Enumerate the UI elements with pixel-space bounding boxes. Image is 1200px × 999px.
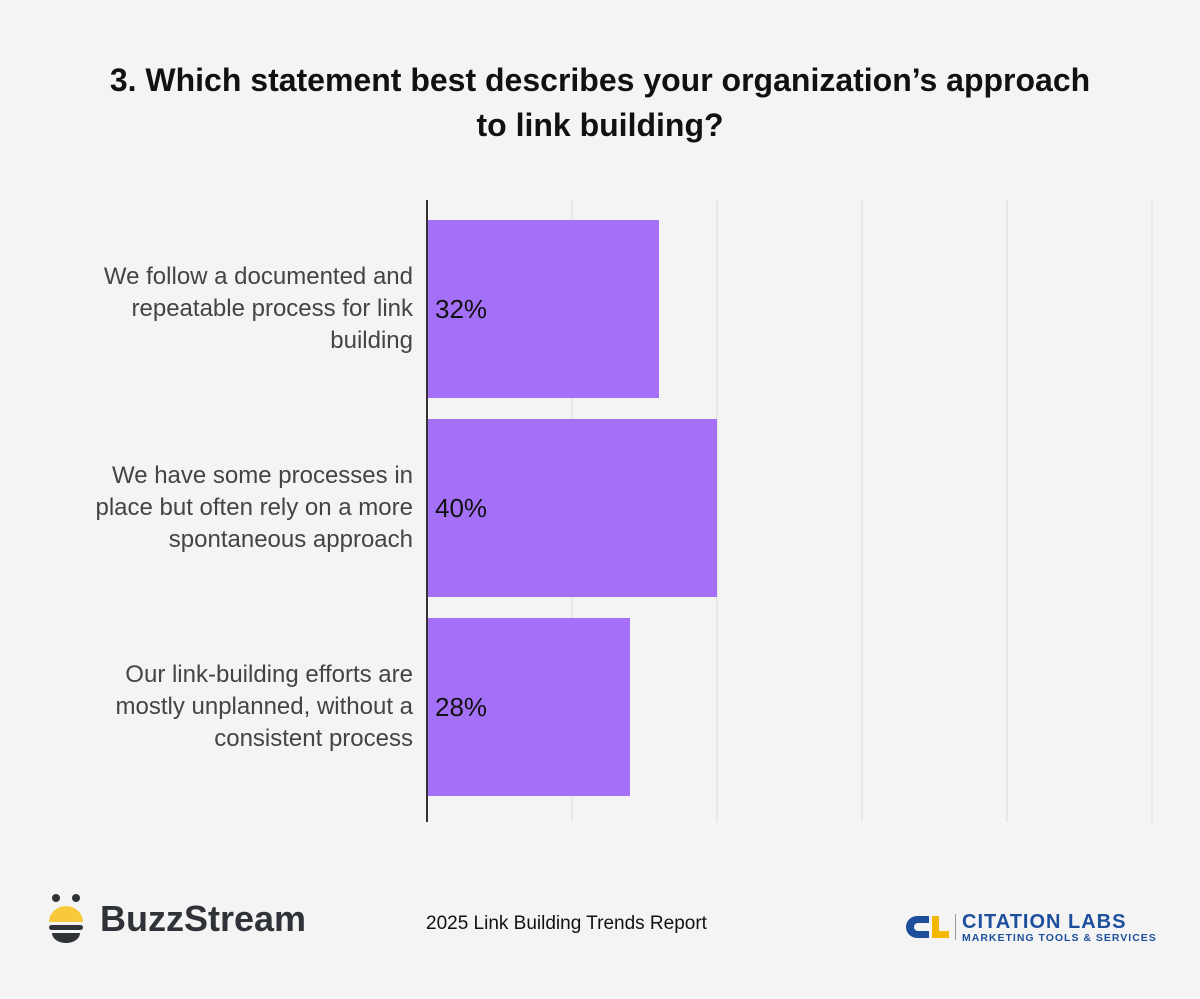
data-label: 32% — [435, 294, 487, 324]
citation-labs-logo-text: CITATION LABS — [962, 911, 1127, 933]
bar — [427, 419, 717, 597]
buzzstream-logo-icon — [49, 894, 83, 943]
report-name: 2025 Link Building Trends Report — [426, 913, 707, 934]
bar — [427, 618, 630, 796]
data-label: 40% — [435, 493, 487, 523]
category-label: Our link-building efforts are mostly unp… — [115, 661, 413, 752]
buzzstream-logo-text: BuzzStream — [100, 898, 307, 939]
data-label: 28% — [435, 692, 487, 722]
citation-labs-logo-subtext: MARKETING TOOLS & SERVICES — [962, 932, 1157, 944]
bar — [427, 220, 659, 398]
category-label: We follow a documented and repeatable pr… — [103, 263, 413, 354]
chart-title: 3. Which statement best describes your o… — [109, 62, 1091, 143]
citation-labs-logo-icon — [906, 914, 956, 940]
category-label: We have some processes in place but ofte… — [95, 462, 413, 553]
